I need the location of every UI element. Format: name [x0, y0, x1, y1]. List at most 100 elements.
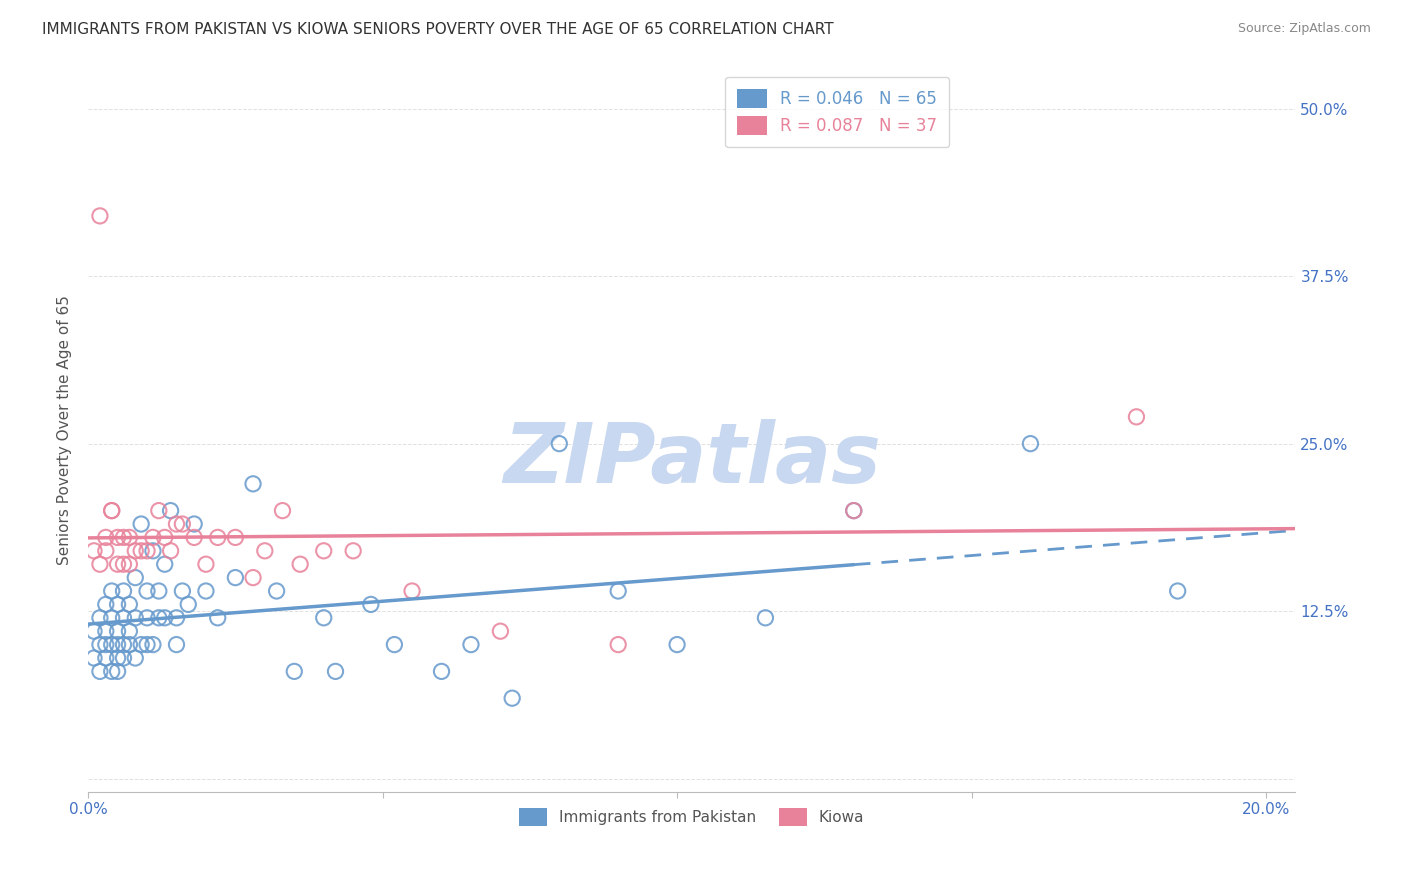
Point: [166, 516, 188, 531]
Point: [607, 584, 630, 599]
Point: [112, 651, 135, 665]
Point: [242, 476, 264, 491]
Point: [548, 436, 571, 450]
Point: [271, 503, 294, 517]
Point: [100, 611, 122, 625]
Point: [107, 651, 129, 665]
Point: [94, 651, 117, 665]
Point: [94, 598, 117, 612]
Point: [283, 665, 305, 679]
Point: [842, 503, 865, 517]
Point: [112, 638, 135, 652]
Point: [136, 544, 159, 558]
Point: [89, 638, 111, 652]
Point: [1167, 584, 1189, 599]
Point: [142, 530, 165, 544]
Point: [153, 558, 176, 572]
Point: [384, 638, 406, 652]
Text: ZIPatlas: ZIPatlas: [503, 418, 880, 500]
Legend: Immigrants from Pakistan, Kiowa: Immigrants from Pakistan, Kiowa: [510, 799, 873, 835]
Point: [253, 544, 276, 558]
Point: [124, 571, 146, 585]
Point: [172, 584, 194, 599]
Point: [142, 544, 165, 558]
Point: [129, 544, 152, 558]
Point: [129, 516, 152, 531]
Point: [94, 530, 117, 544]
Point: [172, 516, 194, 531]
Point: [159, 503, 181, 517]
Point: [124, 651, 146, 665]
Point: [224, 571, 246, 585]
Point: [288, 558, 311, 572]
Point: [112, 558, 135, 572]
Point: [112, 584, 135, 599]
Point: [94, 624, 117, 639]
Point: [107, 638, 129, 652]
Point: [83, 544, 105, 558]
Point: [342, 544, 364, 558]
Point: [430, 665, 453, 679]
Text: IMMIGRANTS FROM PAKISTAN VS KIOWA SENIORS POVERTY OVER THE AGE OF 65 CORRELATION: IMMIGRANTS FROM PAKISTAN VS KIOWA SENIOR…: [42, 22, 834, 37]
Point: [183, 516, 205, 531]
Point: [112, 530, 135, 544]
Point: [148, 611, 170, 625]
Point: [100, 503, 122, 517]
Point: [401, 584, 423, 599]
Point: [136, 638, 159, 652]
Y-axis label: Seniors Poverty Over the Age of 65: Seniors Poverty Over the Age of 65: [58, 295, 72, 566]
Point: [129, 638, 152, 652]
Point: [325, 665, 347, 679]
Point: [607, 638, 630, 652]
Point: [224, 530, 246, 544]
Point: [460, 638, 482, 652]
Point: [118, 638, 141, 652]
Point: [360, 598, 382, 612]
Point: [194, 584, 217, 599]
Point: [118, 530, 141, 544]
Point: [142, 638, 165, 652]
Point: [166, 638, 188, 652]
Point: [242, 571, 264, 585]
Point: [842, 503, 865, 517]
Point: [136, 584, 159, 599]
Point: [107, 558, 129, 572]
Point: [312, 611, 335, 625]
Point: [89, 611, 111, 625]
Point: [83, 624, 105, 639]
Point: [100, 503, 122, 517]
Point: [107, 530, 129, 544]
Point: [136, 611, 159, 625]
Point: [89, 558, 111, 572]
Point: [666, 638, 689, 652]
Point: [153, 530, 176, 544]
Point: [118, 598, 141, 612]
Text: Source: ZipAtlas.com: Source: ZipAtlas.com: [1237, 22, 1371, 36]
Point: [118, 624, 141, 639]
Point: [89, 209, 111, 223]
Point: [100, 665, 122, 679]
Point: [94, 544, 117, 558]
Point: [1125, 409, 1147, 424]
Point: [100, 638, 122, 652]
Point: [501, 691, 523, 706]
Point: [159, 544, 181, 558]
Point: [124, 611, 146, 625]
Point: [112, 611, 135, 625]
Point: [183, 530, 205, 544]
Point: [89, 665, 111, 679]
Point: [194, 558, 217, 572]
Point: [266, 584, 288, 599]
Point: [1019, 436, 1042, 450]
Point: [118, 558, 141, 572]
Point: [754, 611, 776, 625]
Point: [100, 584, 122, 599]
Point: [107, 598, 129, 612]
Point: [148, 503, 170, 517]
Point: [107, 665, 129, 679]
Point: [107, 624, 129, 639]
Point: [124, 544, 146, 558]
Point: [153, 611, 176, 625]
Point: [207, 530, 229, 544]
Point: [177, 598, 200, 612]
